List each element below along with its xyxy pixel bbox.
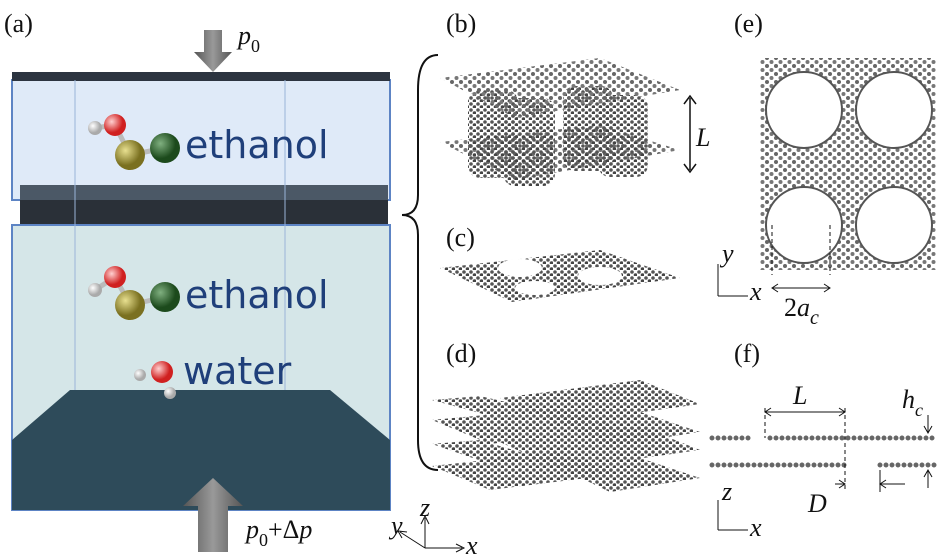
- dimension-line: [764, 407, 846, 417]
- suffix: +Δ: [268, 515, 299, 544]
- panel-label: (a): [4, 9, 33, 38]
- atom: [164, 387, 176, 399]
- panel-label: (c): [446, 223, 475, 252]
- panel-d: (d): [432, 339, 700, 492]
- pressure-arrow: [183, 478, 243, 552]
- panel-c: (c): [440, 223, 680, 302]
- panel-label: (d): [446, 339, 476, 368]
- atom: [115, 290, 145, 320]
- guide: [771, 225, 831, 275]
- panel-e: (e) 2ac y x: [717, 9, 936, 329]
- sheet: [432, 408, 620, 444]
- panel-label: (f): [734, 339, 760, 368]
- pore: [765, 71, 843, 149]
- atom: [134, 369, 146, 381]
- symbol: a: [797, 293, 810, 322]
- molecule-label: ethanol: [185, 123, 329, 167]
- dimension-label: L: [695, 123, 710, 152]
- membrane-top: [20, 185, 388, 200]
- symbol: p: [244, 515, 259, 544]
- ethanol-molecule: [88, 114, 180, 170]
- axis-label: z: [419, 493, 430, 522]
- atom: [150, 133, 180, 163]
- subscript: c: [810, 307, 819, 329]
- pore: [855, 71, 933, 149]
- hole: [578, 267, 622, 285]
- axes: [717, 264, 748, 297]
- sheet: [432, 452, 620, 490]
- symbol: h: [902, 385, 915, 414]
- membrane: [20, 198, 388, 225]
- atom: [88, 121, 102, 135]
- prefix: 2: [784, 293, 797, 322]
- nanotube: [598, 95, 648, 177]
- hole: [515, 281, 555, 295]
- panel-a: (a) p0 ethanol ethanol: [4, 9, 391, 552]
- arrowheads: [683, 94, 697, 174]
- panel-f: (f) L hc D z x: [709, 339, 938, 542]
- axis: [420, 514, 430, 548]
- spacing-arrows: [835, 470, 905, 492]
- dimension-label: L: [792, 381, 807, 410]
- axis-label: z: [721, 477, 732, 506]
- axis: [397, 530, 426, 549]
- sheet: [440, 250, 680, 302]
- axis-label: x: [465, 531, 478, 556]
- water-molecule: [134, 361, 176, 399]
- top-plate: [12, 72, 390, 81]
- floor: [12, 390, 390, 510]
- thickness-arrows: [923, 415, 933, 488]
- atom: [104, 114, 126, 136]
- subscript: 0: [251, 36, 260, 56]
- axis: [425, 543, 466, 553]
- axis-label: y: [388, 511, 403, 540]
- axis-label: x: [749, 513, 762, 542]
- atom: [104, 266, 126, 288]
- pressure-arrow: [194, 30, 232, 72]
- axis-label: x: [749, 277, 762, 306]
- molecule-label: water: [183, 349, 292, 393]
- subscript: c: [915, 400, 923, 420]
- axes: [717, 500, 748, 531]
- pore: [855, 186, 933, 264]
- pore: [765, 186, 843, 264]
- panel-label: (b): [446, 9, 476, 38]
- nanotube: [503, 98, 555, 186]
- axes-3d: [397, 514, 466, 553]
- pressure-label: p0+Δp: [244, 515, 312, 550]
- spacing-label: D: [807, 489, 827, 518]
- atom: [150, 282, 180, 312]
- symbol: p: [297, 515, 312, 544]
- molecule-label: ethanol: [185, 273, 329, 317]
- symbol: p: [236, 21, 251, 50]
- subscript: 0: [259, 530, 268, 550]
- atom: [151, 361, 173, 383]
- hole: [498, 259, 542, 277]
- atom: [115, 140, 145, 170]
- panel-b: (b) L: [440, 9, 710, 186]
- brace: [401, 54, 439, 471]
- axis-label: y: [719, 239, 734, 268]
- sheet: [432, 396, 540, 416]
- guide: [764, 408, 846, 490]
- dimension-label: 2ac: [784, 293, 819, 329]
- sheet: [560, 458, 700, 492]
- dimension-line: [771, 283, 831, 293]
- pressure-label: p0: [236, 21, 260, 56]
- thickness-label: hc: [902, 385, 923, 420]
- atom: [88, 283, 102, 297]
- sheet: [440, 58, 680, 118]
- ethanol-molecule: [88, 266, 180, 320]
- panel-label: (e): [734, 9, 763, 38]
